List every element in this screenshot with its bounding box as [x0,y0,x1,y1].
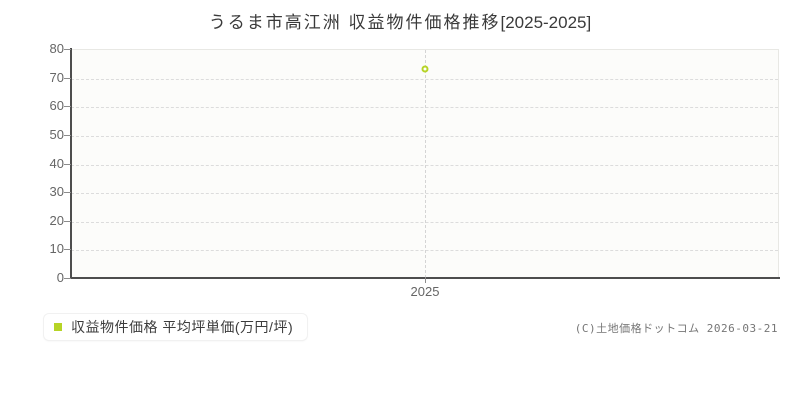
y-tick-label: 40 [49,155,64,171]
y-axis-line [70,48,72,279]
chart-legend[interactable]: 収益物件価格 平均坪単価(万円/坪) [44,314,308,340]
y-tick-mark [64,192,71,194]
y-gridline [71,221,778,223]
y-tick-label: 60 [49,98,64,114]
y-tick-label: 80 [49,41,64,56]
x-tick-mark [425,277,426,283]
y-gridline [71,193,778,195]
legend-label: 収益物件価格 平均坪単価(万円/坪) [71,319,294,335]
x-gridline [425,50,426,278]
y-gridline [71,135,778,137]
data-point-marker[interactable] [421,65,429,73]
y-tick-mark [64,249,71,251]
y-tick-label: 20 [49,212,64,228]
y-tick-mark [64,106,71,108]
plot-area [71,49,779,278]
y-tick-mark [64,278,71,279]
chart-title-main: うるま市高江洲 収益物件価格推移 [208,13,501,32]
x-tick-label: 2025 [410,284,440,299]
y-gridline [71,164,778,166]
chart-title: うるま市高江洲 収益物件価格推移[2025-2025] [0,8,800,33]
y-gridline [71,250,778,252]
y-tick-label: 10 [49,241,64,257]
y-tick-label: 50 [49,126,64,142]
y-gridline [71,107,778,109]
chart-title-range: [2025-2025] [500,13,592,32]
y-tick-mark [64,49,71,50]
y-tick-mark [64,134,71,136]
y-tick-mark [64,163,71,165]
legend-color-swatch-icon [54,323,62,331]
y-gridline [71,78,778,80]
y-tick-label: 30 [49,184,64,200]
y-tick-mark [64,220,71,222]
y-tick-mark [64,77,71,79]
y-tick-label: 0 [56,270,64,285]
y-tick-label: 70 [49,69,64,85]
copyright-credit: (C)土地価格ドットコム 2026-03-21 [574,322,778,335]
